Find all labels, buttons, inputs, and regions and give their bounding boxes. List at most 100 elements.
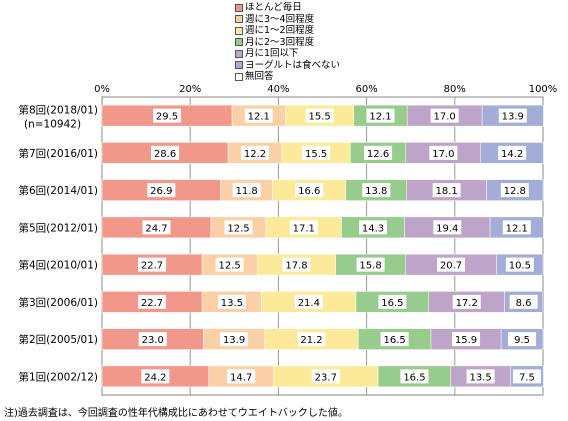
legend-label: ヨーグルトは食べない (245, 59, 341, 71)
data-label: 14.7 (230, 372, 252, 383)
legend-swatch (235, 26, 243, 35)
x-tick-label: 100% (529, 84, 558, 95)
data-label: 12.2 (244, 149, 266, 160)
data-label-bg (138, 257, 167, 272)
category-label: 第7回(2016/01) (19, 147, 99, 160)
data-label: 17.1 (293, 223, 315, 234)
legend-label: 月に2～3回程度 (245, 36, 315, 48)
data-label-bg (380, 332, 409, 347)
legend-item: 週に3～4回程度 (235, 14, 340, 26)
data-label-bg (498, 145, 527, 160)
data-label-bg (138, 332, 167, 347)
data-label: 13.5 (469, 372, 491, 383)
data-label-bg (215, 257, 244, 272)
data-label: 9.5 (514, 335, 530, 346)
data-label: 22.7 (141, 298, 163, 309)
data-label: 12.1 (506, 223, 528, 234)
data-label-bg (220, 332, 249, 347)
data-label: 15.9 (455, 335, 477, 346)
data-label-bg (227, 369, 256, 384)
legend-item: ヨーグルトは食べない (235, 60, 340, 72)
legend-label: 週に1～2回程度 (245, 25, 315, 36)
data-label: 28.6 (154, 149, 176, 160)
data-label-bg (241, 145, 270, 160)
data-label-bg (356, 257, 385, 272)
plot-frame (101, 96, 544, 396)
data-label: 21.2 (300, 335, 322, 346)
data-label-bg (141, 369, 170, 384)
data-label-bg (378, 294, 407, 309)
x-tick-label: 80% (444, 84, 466, 95)
data-label-bg (295, 183, 324, 198)
data-label: 17.8 (285, 261, 307, 272)
data-label-bg (437, 257, 466, 272)
data-label-bg (433, 220, 462, 235)
data-label-bg (302, 145, 331, 160)
chart-legend: ほとんど毎日 週に3～4回程度 週に1～2回程度 月に2～3回程度 月に1回以下 ヨーグル… (235, 2, 340, 83)
data-label-bg (452, 294, 481, 309)
data-label-bg (502, 220, 531, 235)
legend-swatch (235, 61, 243, 70)
legend-item: 月に1回以下 (235, 48, 340, 60)
data-label: 21.4 (298, 298, 320, 309)
category-label: 第1回(2002/12) (19, 370, 99, 383)
legend-swatch (235, 38, 243, 47)
data-label: 14.3 (362, 223, 384, 234)
data-label: 15.5 (305, 149, 327, 160)
x-tick-label: 0% (94, 84, 110, 95)
data-label-bg (232, 183, 261, 198)
data-label-bg (138, 294, 167, 309)
data-label: 16.6 (298, 186, 320, 197)
data-label: 8.6 (516, 298, 532, 309)
category-label: 第6回(2014/01) (19, 184, 99, 197)
data-label-bg (297, 332, 326, 347)
data-label: 22.7 (141, 261, 163, 272)
legend-label: 週に3～4回程度 (245, 13, 315, 25)
data-label: 24.7 (145, 223, 167, 234)
data-label-bg (151, 145, 180, 160)
legend-swatch (235, 49, 243, 58)
data-label-bg (452, 332, 481, 347)
legend-swatch (235, 15, 243, 24)
legend-item: 無回答 (235, 71, 340, 83)
data-label-bg (142, 220, 171, 235)
data-label: 12.8 (504, 186, 526, 197)
data-label-bg (364, 145, 393, 160)
data-label: 29.5 (156, 112, 178, 123)
data-label-bg (305, 108, 334, 123)
data-label: 19.4 (436, 223, 458, 234)
data-label: 23.0 (142, 335, 164, 346)
data-label-bg (512, 369, 541, 384)
data-label: 17.2 (456, 298, 478, 309)
data-label-bg (217, 294, 246, 309)
data-label: 24.2 (144, 372, 166, 383)
legend-swatch (235, 72, 243, 81)
data-label: 16.5 (381, 298, 403, 309)
x-tick-label: 20% (179, 84, 201, 95)
data-label: 12.5 (219, 261, 241, 272)
data-label: 17.0 (434, 112, 456, 123)
data-label: 10.5 (509, 261, 531, 272)
data-label-bg (147, 183, 176, 198)
data-label: 15.5 (309, 112, 331, 123)
data-label-bg (311, 369, 340, 384)
data-label-bg (224, 220, 253, 235)
category-label: 第2回(2005/01) (19, 333, 99, 346)
footnote: 注)過去調査は、今回調査の性年代構成比にあわせてウエイトバックした値。 (4, 408, 348, 419)
x-tick-label: 40% (267, 84, 289, 95)
data-label-bg (244, 108, 273, 123)
data-label: 16.5 (403, 372, 425, 383)
data-label: 7.5 (519, 372, 535, 383)
data-label-bg (362, 183, 391, 198)
category-sublabel: (n=10942) (24, 119, 81, 131)
data-label: 26.9 (150, 186, 172, 197)
legend-swatch (235, 3, 243, 12)
data-label: 13.9 (502, 112, 524, 123)
data-label-bg (500, 183, 529, 198)
data-label: 17.0 (432, 149, 454, 160)
legend-label: ほとんど毎日 (245, 2, 302, 13)
data-label-bg (432, 183, 461, 198)
data-label-bg (294, 294, 323, 309)
data-label: 23.7 (315, 372, 337, 383)
